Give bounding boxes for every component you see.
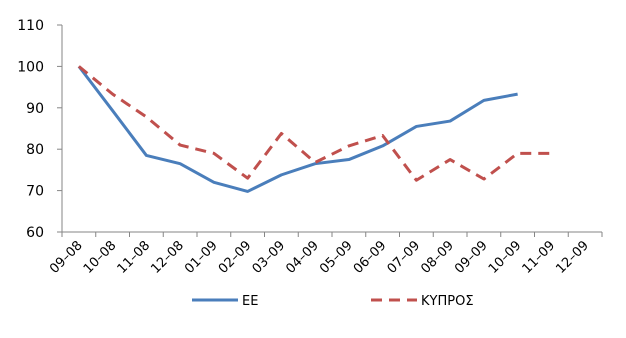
x-tick-label: 12–09 bbox=[553, 238, 592, 277]
x-axis-ticks: 09–0810–0811–0812–0801–0902–0903–0904–09… bbox=[47, 232, 603, 277]
x-tick-label: 07–09 bbox=[385, 238, 424, 277]
x-tick-label: 12–08 bbox=[148, 238, 187, 277]
x-tick-label: 09–09 bbox=[452, 238, 491, 277]
y-tick-label: 100 bbox=[17, 59, 44, 75]
y-tick-label: 110 bbox=[17, 18, 44, 34]
series-line-kypros bbox=[77, 65, 552, 182]
y-tick-label: 60 bbox=[26, 225, 44, 241]
x-tick-label: 02–09 bbox=[216, 238, 255, 277]
x-tick-label: 09–08 bbox=[47, 238, 86, 277]
y-tick-label: 80 bbox=[26, 142, 44, 158]
axes bbox=[61, 25, 602, 233]
x-tick-label: 05–09 bbox=[317, 238, 356, 277]
x-tick-label: 04–09 bbox=[283, 238, 322, 277]
x-tick-label: 03–09 bbox=[250, 238, 289, 277]
series-lines bbox=[77, 65, 552, 193]
y-tick-label: 90 bbox=[26, 101, 44, 117]
y-axis-ticks: 60 70 80 90 100 110 bbox=[17, 18, 62, 241]
legend: EE ΚΥΠΡΟΣ bbox=[192, 294, 474, 309]
x-tick-label: 11–09 bbox=[520, 238, 559, 277]
x-tick-label: 11–08 bbox=[115, 238, 154, 277]
x-tick-label: 08–09 bbox=[418, 238, 457, 277]
series-line-ee bbox=[77, 65, 518, 193]
x-tick-label: 06–09 bbox=[351, 238, 390, 277]
y-tick-label: 70 bbox=[26, 184, 44, 200]
x-tick-label: 10–08 bbox=[81, 238, 120, 277]
legend-label: EE bbox=[242, 294, 258, 309]
x-tick-label: 10–09 bbox=[486, 238, 525, 277]
legend-label: ΚΥΠΡΟΣ bbox=[421, 294, 474, 309]
x-tick-label: 01–09 bbox=[182, 238, 221, 277]
